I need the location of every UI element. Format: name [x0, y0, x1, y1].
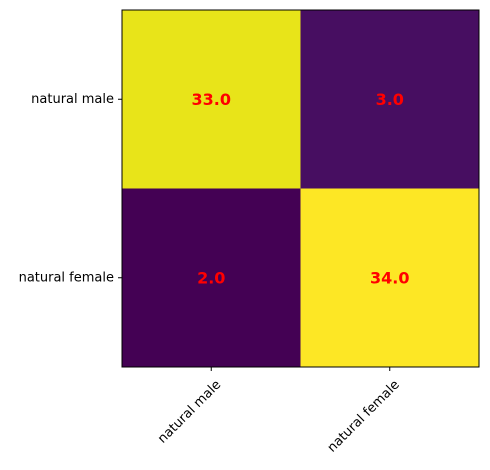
heatmap-cells [122, 10, 480, 368]
cell-value-label-0-1: 3.0 [376, 90, 404, 109]
heatmap-cell-1-0 [122, 188, 301, 368]
plot-frame [121, 9, 480, 368]
heatmap-cell-0-1 [300, 10, 480, 189]
y-axis: natural male natural female [19, 92, 122, 285]
cell-annotations: 33.0 3.0 2.0 34.0 [192, 90, 410, 288]
heatmap-cell-1-1 [300, 188, 480, 368]
x-axis: natural male natural female [155, 367, 403, 456]
cell-value-label-0-0: 33.0 [192, 90, 231, 109]
heatmap-cell-0-0 [122, 10, 301, 189]
y-tick-label-1: natural female [19, 270, 114, 285]
y-tick-label-0: natural male [31, 92, 114, 107]
x-tick-label-0: natural male [155, 377, 224, 446]
cell-value-label-1-0: 2.0 [197, 268, 225, 287]
cell-value-label-1-1: 34.0 [370, 268, 409, 287]
x-tick-label-1: natural female [325, 377, 403, 455]
